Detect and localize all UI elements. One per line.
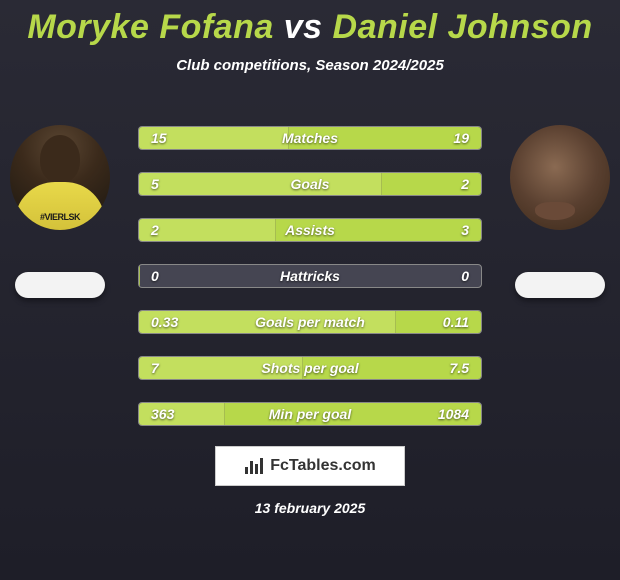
player1-jersey-text: #VIERLSK (10, 212, 110, 222)
chart-icon (244, 457, 264, 475)
stat-name: Assists (139, 219, 481, 241)
player2-column (510, 125, 610, 298)
player1-column: #VIERLSK (10, 125, 110, 298)
stats-bars: 1519Matches 52Goals 23Assists 00Hattricks 0.… (138, 126, 482, 426)
player1-team-badge (15, 272, 105, 298)
stat-row: 77.5Shots per goal (138, 356, 482, 380)
stat-row: 0.330.11Goals per match (138, 310, 482, 334)
player2-team-badge (515, 272, 605, 298)
title-player2: Daniel Johnson (333, 8, 593, 46)
player2-avatar (510, 125, 610, 230)
stat-name: Hattricks (139, 265, 481, 287)
stat-row: 00Hattricks (138, 264, 482, 288)
title-vs: vs (284, 8, 323, 46)
stat-name: Goals (139, 173, 481, 195)
comparison-title: Moryke Fofana vs Daniel Johnson (0, 0, 620, 47)
stat-name: Min per goal (139, 403, 481, 425)
brand-text: FcTables.com (270, 457, 376, 475)
brand-logo: FcTables.com (215, 446, 405, 486)
player1-avatar: #VIERLSK (10, 125, 110, 230)
stat-row: 23Assists (138, 218, 482, 242)
subtitle: Club competitions, Season 2024/2025 (0, 57, 620, 74)
footer-date: 13 february 2025 (0, 500, 620, 516)
stat-row: 52Goals (138, 172, 482, 196)
stat-name: Shots per goal (139, 357, 481, 379)
title-player1: Moryke Fofana (27, 8, 273, 46)
stat-name: Matches (139, 127, 481, 149)
stat-name: Goals per match (139, 311, 481, 333)
stat-row: 3631084Min per goal (138, 402, 482, 426)
stat-row: 1519Matches (138, 126, 482, 150)
